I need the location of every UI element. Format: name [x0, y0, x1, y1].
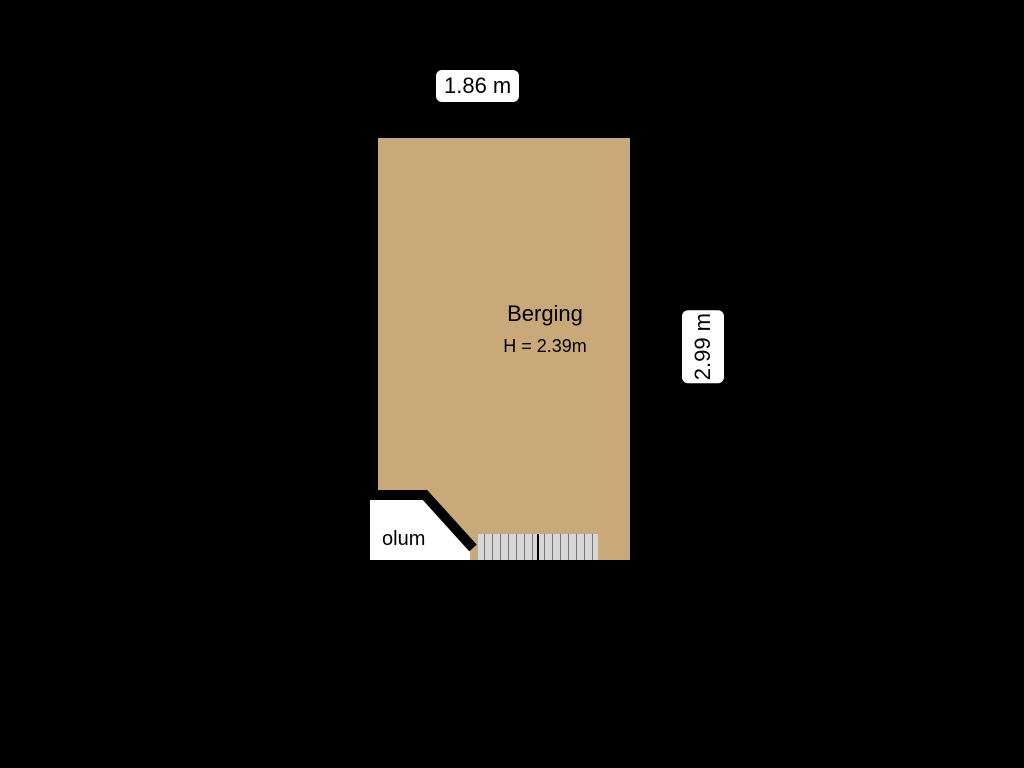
room-berging: olum Berging H: [370, 130, 638, 560]
dimension-height-label: 2.99 m: [682, 310, 724, 383]
column-label: olum: [382, 528, 452, 551]
room-name: Berging: [460, 300, 630, 329]
door-threshold: [478, 534, 598, 560]
floorplan-stage: olum Berging H: [0, 0, 1024, 768]
room-label: Berging H = 2.39m: [460, 300, 630, 358]
door-center-divider: [537, 534, 539, 560]
room-height-label: H = 2.39m: [460, 335, 630, 358]
dimension-width-label: 1.86 m: [436, 70, 519, 102]
